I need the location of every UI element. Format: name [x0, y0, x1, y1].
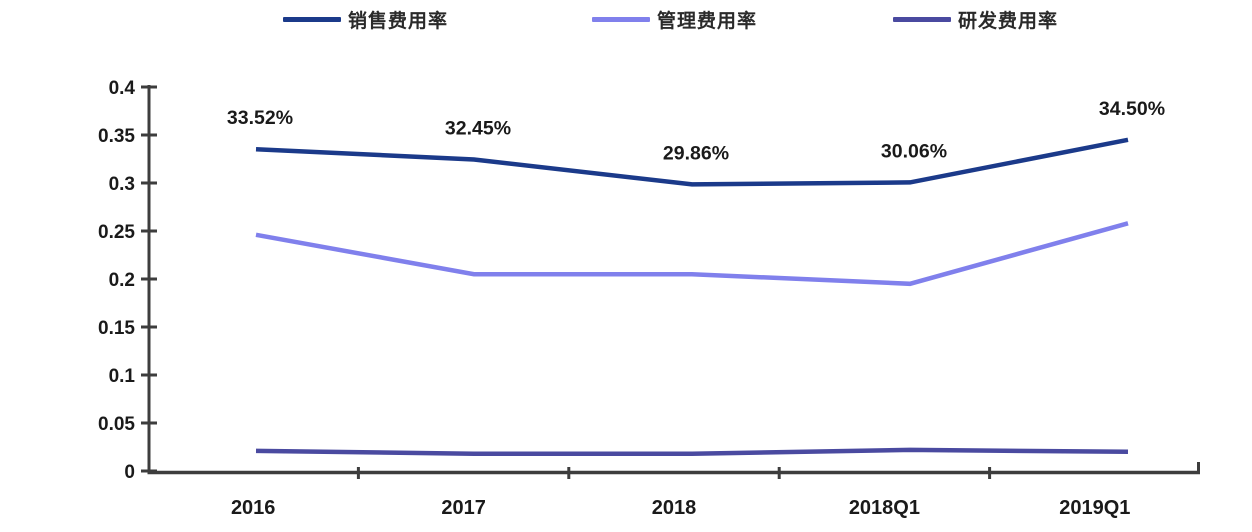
- series-line-3: [255, 447, 1129, 456]
- legend-line-swatch-admin: [592, 16, 650, 22]
- y-tick-label: 0.25: [98, 222, 135, 243]
- y-tick-label: 0.15: [98, 318, 135, 339]
- x-tick-label: 2018Q1: [849, 497, 920, 519]
- data-point-label: 33.52%: [227, 107, 293, 129]
- y-tick-label: 0: [124, 462, 135, 483]
- x-tick-label: 2018: [652, 497, 697, 519]
- x-tick-label: 2019Q1: [1059, 497, 1130, 519]
- legend-line-swatch-rnd: [893, 16, 951, 22]
- series-line-2: [255, 221, 1129, 287]
- legend-label-rnd: 研发费用率: [958, 10, 1059, 32]
- data-point-label: 32.45%: [445, 117, 511, 139]
- legend-label-admin: 管理费用率: [657, 10, 758, 32]
- y-tick-label: 0.3: [109, 174, 135, 195]
- y-tick-label: 0.4: [109, 78, 136, 99]
- y-tick-label: 0.2: [109, 270, 135, 291]
- x-tick-label: 2017: [441, 497, 486, 519]
- data-point-label: 30.06%: [881, 140, 947, 162]
- data-point-label: 29.86%: [663, 142, 729, 164]
- y-tick-label: 0.05: [98, 414, 135, 435]
- legend-label-sales: 销售费用率: [348, 10, 449, 32]
- y-tick-label: 0.35: [98, 126, 135, 147]
- x-tick-label: 2016: [231, 497, 276, 519]
- legend-item-admin-expense: 管理费用率: [592, 6, 757, 32]
- legend-item-rnd-expense: 研发费用率: [893, 6, 1058, 32]
- series-line-1: [255, 137, 1129, 187]
- y-tick-label: 0.1: [109, 366, 136, 387]
- legend-line-swatch-sales: [283, 16, 341, 22]
- data-point-label: 34.50%: [1099, 98, 1165, 120]
- legend-item-sales-expense: 销售费用率: [283, 6, 448, 32]
